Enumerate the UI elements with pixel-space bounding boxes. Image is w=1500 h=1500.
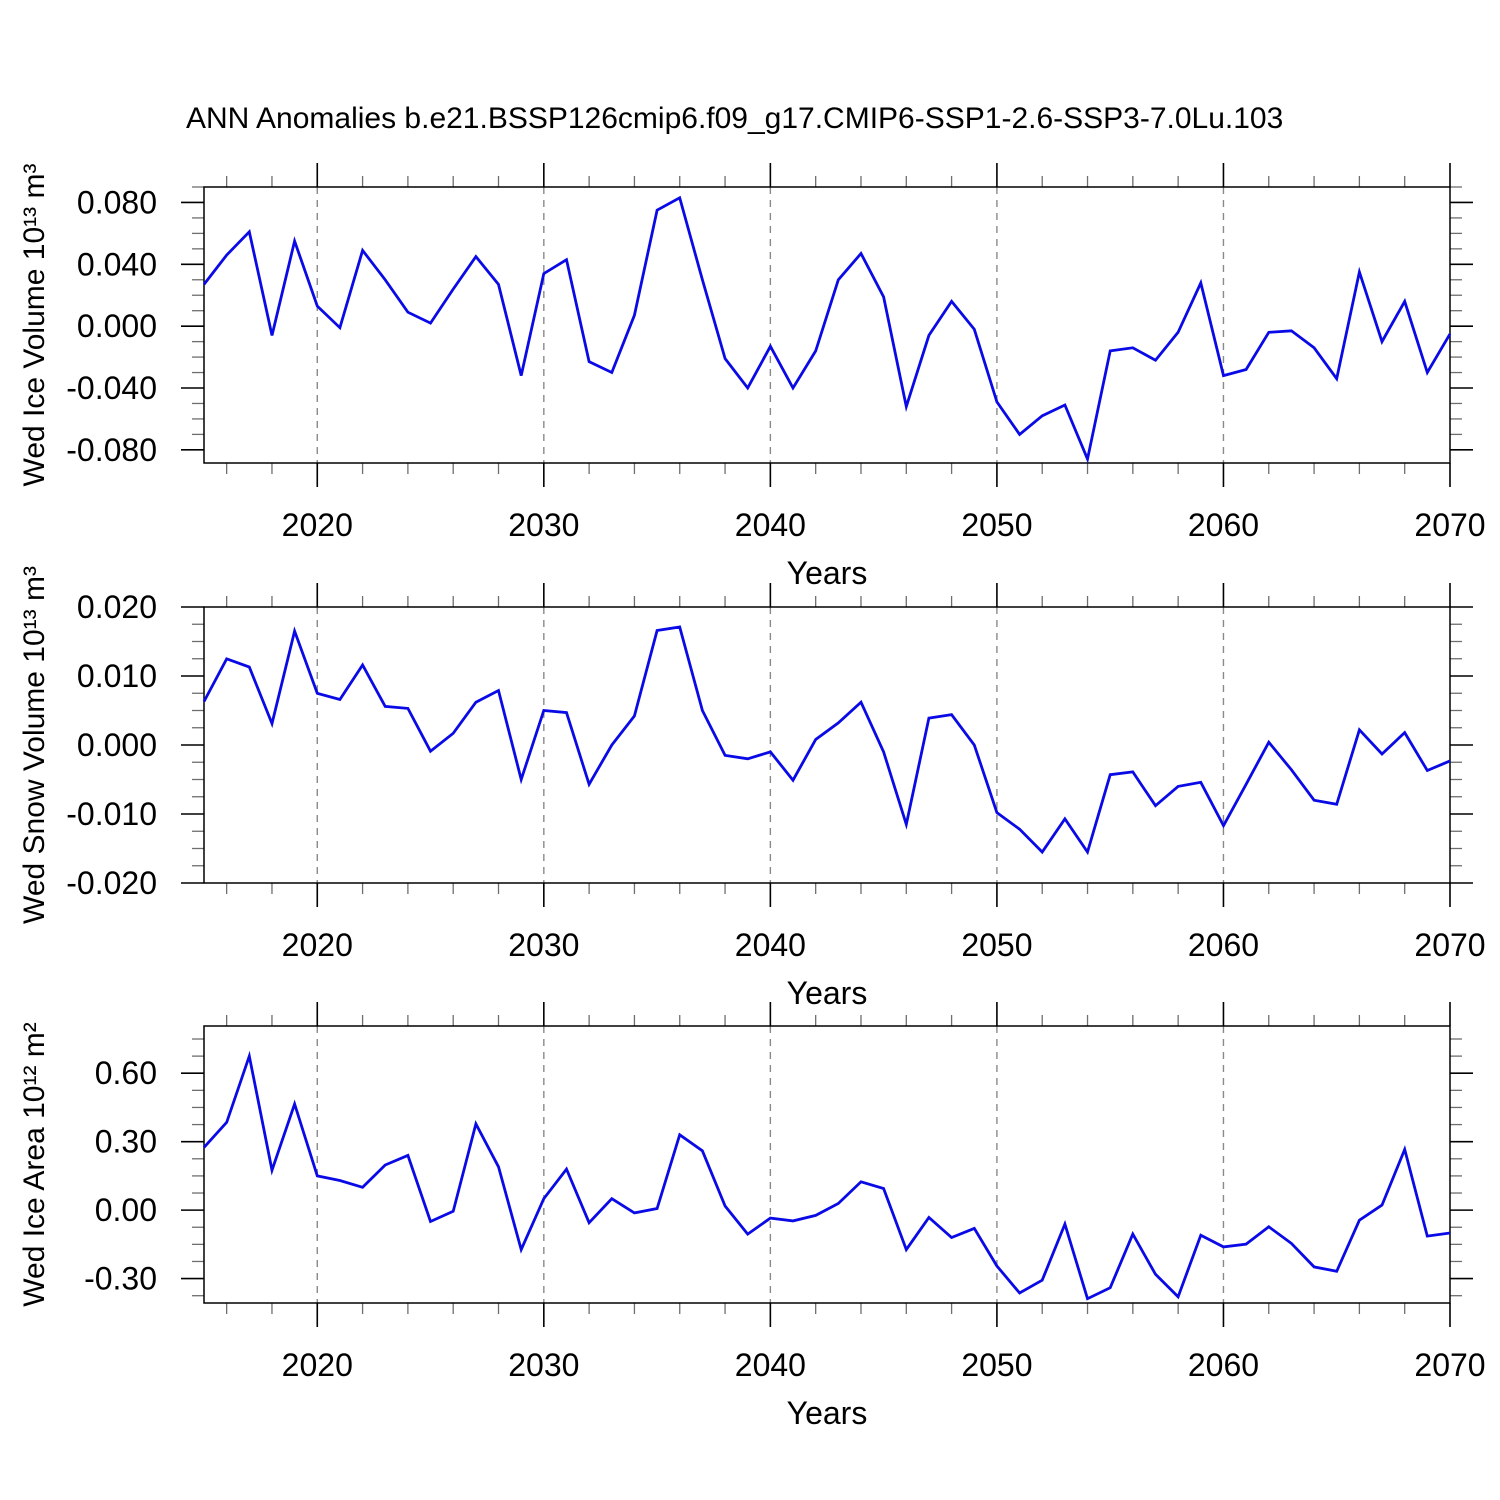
y-tick-label: 0.00 <box>95 1192 157 1228</box>
chart-title: ANN Anomalies b.e21.BSSP126cmip6.f09_g17… <box>186 102 1284 135</box>
x-tick-label: 2070 <box>1414 507 1485 543</box>
x-tick-label: 2060 <box>1188 507 1259 543</box>
x-axis-title: Years <box>787 975 868 1011</box>
x-axis-title: Years <box>787 1395 868 1431</box>
y-tick-label: 0.040 <box>77 246 157 282</box>
x-axis-title: Years <box>787 555 868 591</box>
x-tick-label: 2050 <box>961 1347 1032 1383</box>
x-tick-label: 2020 <box>282 507 353 543</box>
x-tick-label: 2030 <box>508 1347 579 1383</box>
plot-border <box>203 1025 1451 1304</box>
y-axis-title: Wed Ice Area 10¹² m² <box>18 1022 51 1307</box>
plot-border <box>203 606 1451 884</box>
x-tick-label: 2060 <box>1188 1347 1259 1383</box>
x-tick-label: 2030 <box>508 927 579 963</box>
data-line <box>202 1050 1451 1301</box>
x-tick-label: 2070 <box>1414 1347 1485 1383</box>
x-tick-label: 2040 <box>735 507 806 543</box>
x-tick-label: 2030 <box>508 507 579 543</box>
data-line <box>202 625 1451 856</box>
y-tick-label: -0.040 <box>66 370 157 406</box>
x-tick-label: 2040 <box>735 1347 806 1383</box>
x-tick-label: 2040 <box>735 927 806 963</box>
plot-border <box>203 186 1451 464</box>
y-tick-label: 0.60 <box>95 1055 157 1091</box>
y-tick-label: 0.30 <box>95 1124 157 1160</box>
panel-3: 2020 2030 2040 2050 2060 2070 0.60 0.30 0.00 -0.3… <box>18 1002 1486 1431</box>
y-axis-title: Wed Snow Volume 10¹³ m³ <box>18 566 51 924</box>
y-tick-label: -0.080 <box>66 432 157 468</box>
x-tick-label: 2070 <box>1414 927 1485 963</box>
x-tick-label: 2020 <box>282 927 353 963</box>
x-tick-label: 2050 <box>961 507 1032 543</box>
panel-1: 2020 2030 2040 2050 2060 2070 0.080 0.040 0.000 -… <box>18 163 1486 591</box>
panel-2: 2020 2030 2040 2050 2060 2070 0.020 0.010 0.000 -… <box>18 566 1486 1011</box>
y-tick-label: 0.080 <box>77 184 157 220</box>
y-tick-label: 0.000 <box>77 308 157 344</box>
y-tick-label: -0.020 <box>66 865 157 901</box>
y-tick-label: -0.30 <box>84 1261 157 1297</box>
x-tick-label: 2020 <box>282 1347 353 1383</box>
y-tick-label: 0.000 <box>77 727 157 763</box>
x-tick-label: 2050 <box>961 927 1032 963</box>
y-tick-label: -0.010 <box>66 796 157 832</box>
y-axis-title: Wed Ice Volume 10¹³ m³ <box>18 164 51 487</box>
x-tick-label: 2060 <box>1188 927 1259 963</box>
y-tick-label: 0.020 <box>77 589 157 625</box>
data-line <box>202 195 1452 464</box>
y-tick-label: 0.010 <box>77 658 157 694</box>
